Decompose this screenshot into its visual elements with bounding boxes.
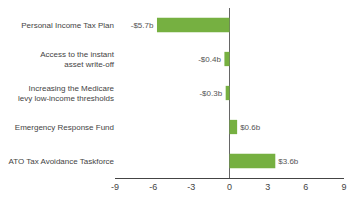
svg-text:-9: -9 <box>111 182 119 192</box>
svg-text:-$0.3b: -$0.3b <box>199 89 222 98</box>
svg-text:Access to the instantasset wri: Access to the instantasset write-off <box>40 50 115 69</box>
svg-text:$3.6b: $3.6b <box>278 157 299 166</box>
svg-text:Emergency Response Fund: Emergency Response Fund <box>15 123 114 132</box>
svg-text:-6: -6 <box>149 182 157 192</box>
svg-text:3: 3 <box>265 182 270 192</box>
svg-text:$0.6b: $0.6b <box>240 123 261 132</box>
svg-text:Increasing the Medicarelevy lo: Increasing the Medicarelevy low-income t… <box>18 84 115 103</box>
svg-text:0: 0 <box>227 182 232 192</box>
svg-text:-$5.7b: -$5.7b <box>131 21 154 30</box>
svg-text:-3: -3 <box>187 182 195 192</box>
svg-text:Personal Income Tax Plan: Personal Income Tax Plan <box>21 21 114 30</box>
svg-text:ATO Tax Avoidance Taskforce: ATO Tax Avoidance Taskforce <box>8 157 114 166</box>
svg-text:-$0.4b: -$0.4b <box>198 55 221 64</box>
svg-text:6: 6 <box>303 182 308 192</box>
svg-text:9: 9 <box>341 182 346 192</box>
